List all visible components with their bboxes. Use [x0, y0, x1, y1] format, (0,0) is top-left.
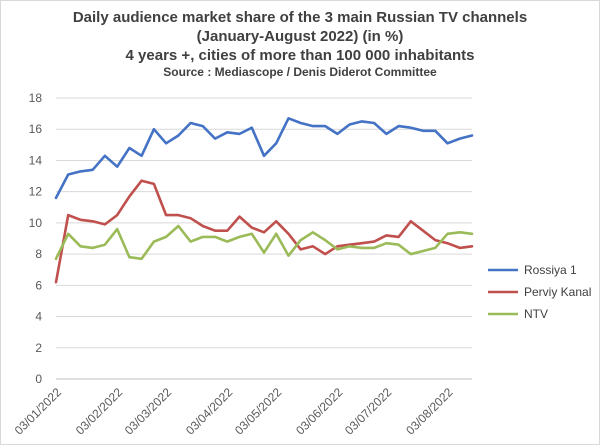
chart-source: Source : Mediascope / Denis Diderot Comm…	[163, 65, 437, 79]
chart-title: Daily audience market share of the 3 mai…	[72, 9, 528, 26]
y-tick-label: 10	[29, 216, 43, 230]
legend: Rossiya 1 Perviy Kanal NTV	[488, 263, 591, 321]
y-tick-label: 14	[29, 153, 43, 167]
x-tick-label: 03/03/2022	[122, 385, 175, 438]
y-tick-label: 2	[35, 341, 42, 355]
series-lines	[54, 117, 474, 284]
y-tick-label: 18	[29, 91, 43, 105]
y-tick-label: 6	[35, 278, 42, 292]
x-tick-label: 03/01/2022	[12, 385, 65, 438]
x-tick-label: 03/04/2022	[183, 385, 236, 438]
y-tick-label: 4	[35, 310, 42, 324]
x-tick-label: 03/02/2022	[73, 385, 126, 438]
chart-subtitle: (January-August 2022) (in %)	[196, 28, 404, 45]
series-line-perviy-kanal	[54, 179, 474, 284]
x-tick-label: 03/07/2022	[342, 385, 395, 438]
y-tick-label: 12	[29, 185, 43, 199]
series-line-ntv	[54, 224, 474, 261]
series-line-rossiya-1	[54, 117, 474, 200]
y-tick-label: 16	[29, 122, 43, 136]
x-tick-label: 03/05/2022	[232, 385, 285, 438]
x-tick-label: 03/06/2022	[293, 385, 346, 438]
legend-label: Perviy Kanal	[524, 285, 591, 299]
y-axis-ticks: 0 2 4 6 8 10 12 14 16 18	[29, 91, 43, 386]
legend-label: Rossiya 1	[524, 263, 577, 277]
chart-subtitle-2: 4 years +, cities of more than 100 000 i…	[125, 47, 475, 64]
x-tick-label: 03/08/2022	[403, 385, 456, 438]
legend-label: NTV	[524, 307, 548, 321]
chart-titles: Daily audience market share of the 3 mai…	[0, 8, 600, 80]
gridlines	[56, 97, 472, 380]
y-tick-label: 0	[35, 372, 42, 386]
y-tick-label: 8	[35, 247, 42, 261]
